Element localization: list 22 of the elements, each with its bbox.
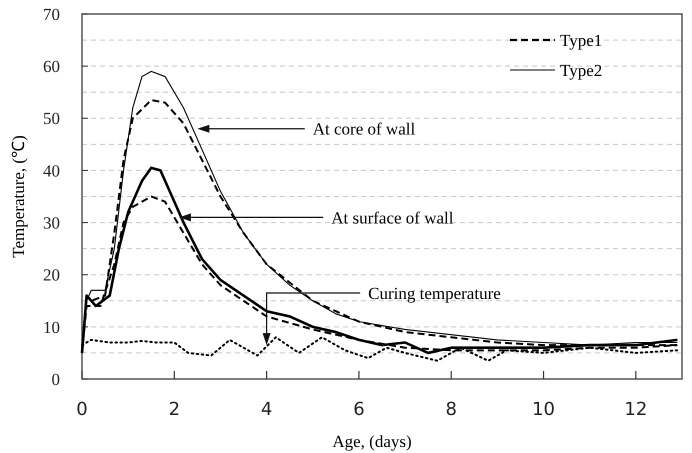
y-tick-label: 70 — [43, 4, 60, 24]
y-tick-label: 30 — [43, 214, 60, 233]
legend-label: Type1 — [560, 30, 602, 50]
legend-label: Type2 — [560, 60, 602, 80]
annotation: Curing temperature — [368, 284, 501, 303]
y-tick-label: 20 — [43, 266, 60, 285]
y-tick-label: 0 — [52, 370, 60, 389]
x-tick-label: 0 — [76, 399, 88, 420]
y-tick-label: 40 — [43, 161, 60, 180]
x-tick-label: 12 — [624, 399, 648, 420]
y-tick-label: 10 — [43, 318, 60, 337]
y-tick-label: 60 — [43, 57, 60, 76]
annotation: At core of wall — [312, 120, 416, 139]
y-tick-label: 50 — [43, 109, 60, 128]
y-axis-title: Temperature, (℃) — [9, 135, 28, 258]
x-tick-label: 4 — [260, 399, 272, 420]
x-tick-label: 10 — [532, 399, 555, 420]
annotation: At surface of wall — [331, 208, 454, 228]
x-tick-label: 8 — [446, 399, 457, 420]
x-axis-title: Age, (days) — [332, 432, 412, 451]
x-tick-label: 2 — [168, 399, 180, 420]
x-tick-label: 6 — [353, 399, 365, 420]
